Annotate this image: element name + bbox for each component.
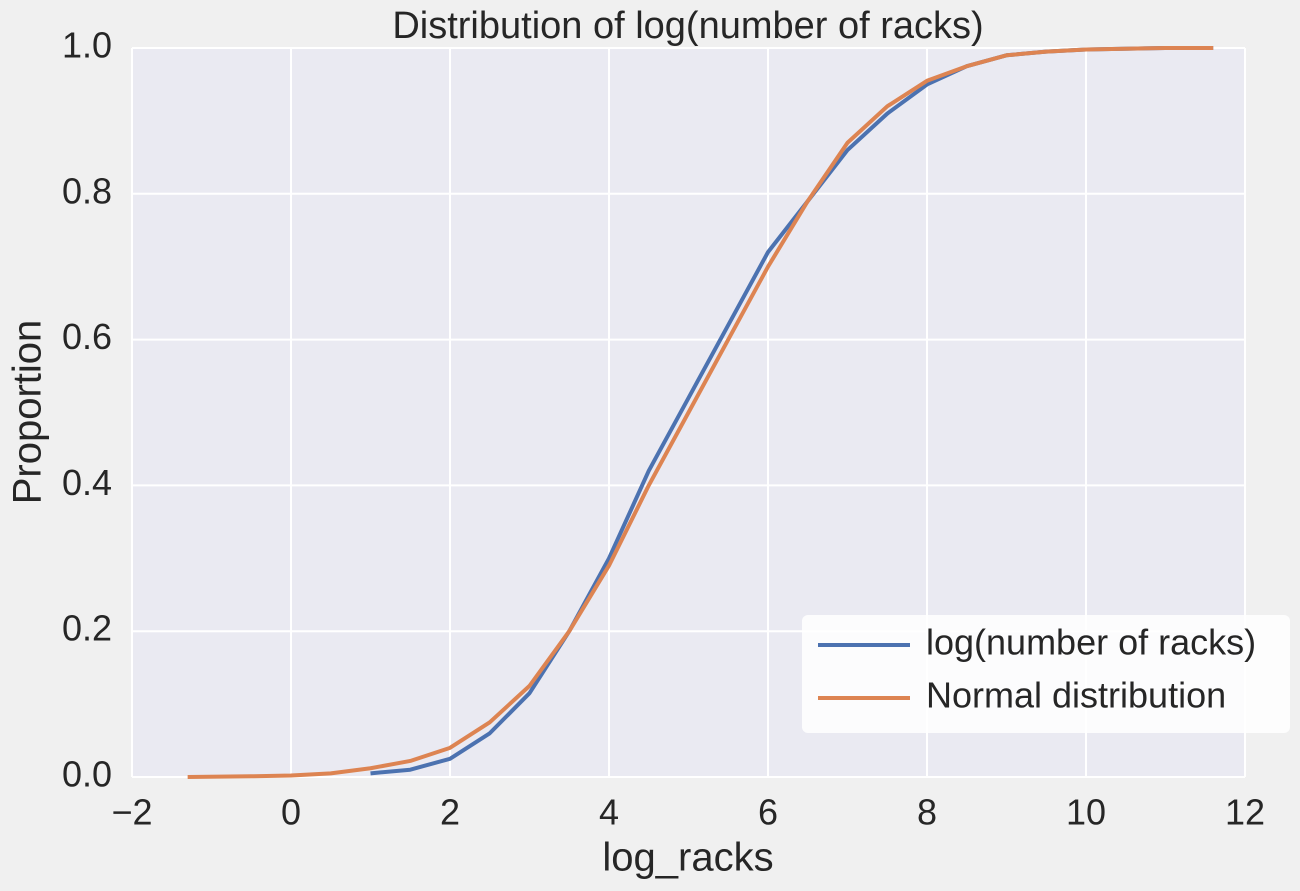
chart-title: Distribution of log(number of racks) — [392, 5, 983, 47]
x-tick-label: 10 — [1066, 792, 1106, 833]
legend-box — [802, 615, 1290, 733]
series-line — [187, 46, 1214, 779]
x-tick-label: 0 — [281, 792, 301, 833]
x-tick-label: 12 — [1225, 792, 1265, 833]
x-tick-label: 2 — [440, 792, 460, 833]
y-tick-label: 0.6 — [62, 316, 112, 357]
legend-label: Normal distribution — [926, 675, 1226, 716]
x-tick-label: −2 — [111, 792, 152, 833]
legend-label: log(number of racks) — [926, 622, 1256, 663]
x-tick-label: 4 — [599, 792, 619, 833]
legend: log(number of racks) Normal distribution — [802, 615, 1290, 733]
x-axis-label: log_racks — [602, 836, 773, 880]
y-tick-label: 1.0 — [62, 25, 112, 66]
y-tick-label: 0.8 — [62, 170, 112, 211]
y-tick-label: 0.0 — [62, 754, 112, 795]
x-tick-label: 6 — [758, 792, 778, 833]
y-tick-label: 0.4 — [62, 462, 112, 503]
y-axis-label: Proportion — [6, 320, 50, 505]
y-tick-label: 0.2 — [62, 608, 112, 649]
x-tick-label: 8 — [917, 792, 937, 833]
